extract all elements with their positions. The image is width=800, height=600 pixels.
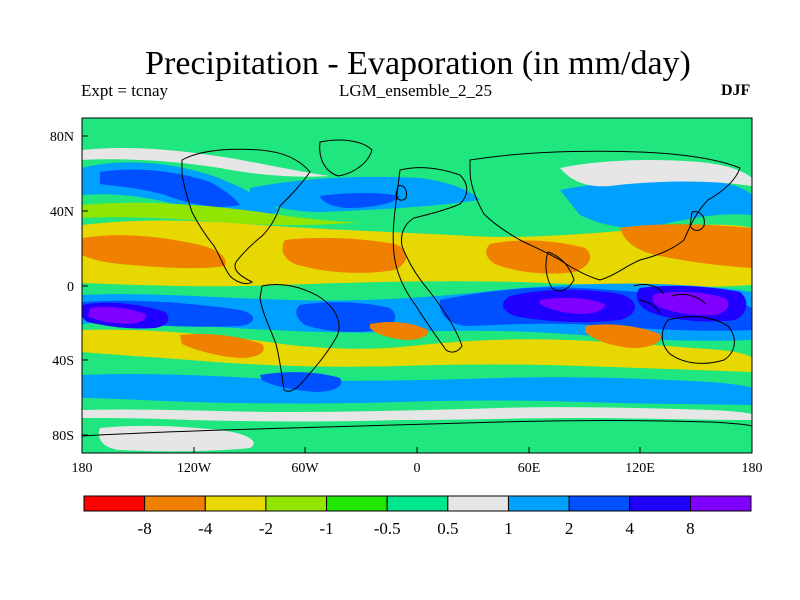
lat-tick-80s: 80S: [52, 429, 74, 444]
field-itcz-max-west-core: [88, 306, 146, 324]
lon-tick-180w: 180: [72, 461, 93, 476]
field-belt-orange-south-indian: [585, 324, 661, 348]
coastline-greenland: [319, 139, 373, 177]
field-band-north-atlantic-core: [320, 193, 400, 208]
coastline-north-america: [181, 148, 311, 285]
lon-tick-180e: 180: [742, 461, 763, 476]
lon-tick-120w: 120W: [177, 461, 212, 476]
field-band-southern-ocean-core: [260, 372, 342, 392]
ensemble-label: LGM_ensemble_2_25: [339, 81, 492, 100]
colorbar-label-3: -1: [319, 519, 333, 538]
coastline-asia: [469, 150, 741, 281]
longitude-axis: 180 120W 60W 0 60E 120E 180: [72, 447, 763, 476]
colorbar-label-8: 4: [625, 519, 634, 538]
colorbar: -8 -4 -2 -1 -0.5 0.5 1 2 4 8: [83, 495, 752, 538]
colorbar-label-1: -4: [198, 519, 213, 538]
lon-tick-60w: 60W: [291, 461, 319, 476]
lon-tick-0: 0: [414, 461, 421, 476]
colorbar-box-2: [204, 495, 267, 512]
colorbar-label-9: 8: [686, 519, 695, 538]
field-band-arctic-right: [560, 160, 752, 187]
map-title: Precipitation - Evaporation (in mm/day): [145, 45, 691, 82]
lat-tick-40n: 40N: [50, 205, 74, 220]
field-layer: [82, 118, 752, 453]
lat-tick-80n: 80N: [50, 130, 74, 145]
lat-tick-40s: 40S: [52, 354, 74, 369]
coastline-maritime: [633, 283, 707, 315]
coastline-india: [545, 251, 575, 292]
coastline-south-america: [259, 283, 340, 392]
lon-tick-60e: 60E: [518, 461, 541, 476]
colorbar-box-3: [265, 495, 328, 512]
lon-tick-120e: 120E: [625, 461, 655, 476]
coastline-australia: [661, 316, 735, 364]
field-belt-subtropic-north: [82, 220, 752, 288]
field-belt-orange-west-pacific: [620, 224, 752, 268]
field-belt-orange-pacific: [82, 235, 226, 269]
colorbar-box-10: [689, 495, 752, 512]
colorbar-box-6: [447, 495, 509, 512]
colorbar-label-2: -2: [259, 519, 273, 538]
colorbar-label-4: -0.5: [374, 519, 401, 538]
colorbar-box-7: [507, 495, 570, 512]
field-band-east-asia: [560, 179, 752, 228]
coastline-japan: [689, 211, 705, 231]
coastline-europe-africa: [392, 167, 468, 353]
colorbar-label-7: 2: [565, 519, 574, 538]
coastline-antarctica: [82, 420, 752, 437]
lat-tick-0: 0: [67, 280, 74, 295]
colorbar-box-8: [568, 495, 631, 512]
colorbar-box-0: [83, 495, 146, 512]
field-band-southern-ice: [82, 407, 752, 422]
experiment-label: Expt = tcnay: [81, 81, 169, 100]
field-antarctic-ice: [98, 425, 254, 452]
coastline-layer: [82, 139, 752, 437]
field-belt-orange-arabia: [486, 240, 591, 274]
field-band-north-pacific-core: [100, 169, 240, 207]
colorbar-box-5: [386, 495, 449, 512]
field-belt-orange-south-pacific: [180, 334, 264, 358]
field-belt-orange-atlantic: [282, 237, 407, 273]
colorbar-label-6: 1: [504, 519, 513, 538]
colorbar-box-4: [326, 495, 388, 512]
field-belt-green-light-north: [82, 202, 360, 225]
colorbar-label-5: 0.5: [437, 519, 458, 538]
colorbar-box-9: [629, 495, 691, 512]
field-belt-orange-south-atlantic: [370, 322, 429, 340]
latitude-axis: 80N 40N 0 40S 80S: [50, 130, 88, 444]
coastline-uk: [395, 185, 407, 201]
colorbar-label-0: -8: [138, 519, 152, 538]
colorbar-box-1: [144, 495, 206, 512]
season-label: DJF: [721, 82, 751, 99]
field-itcz-max-pacific: [652, 291, 729, 316]
field-itcz-purple-mid: [540, 297, 606, 314]
field-band-southern-ocean: [82, 373, 752, 405]
field-band-ice-arctic: [82, 147, 330, 177]
